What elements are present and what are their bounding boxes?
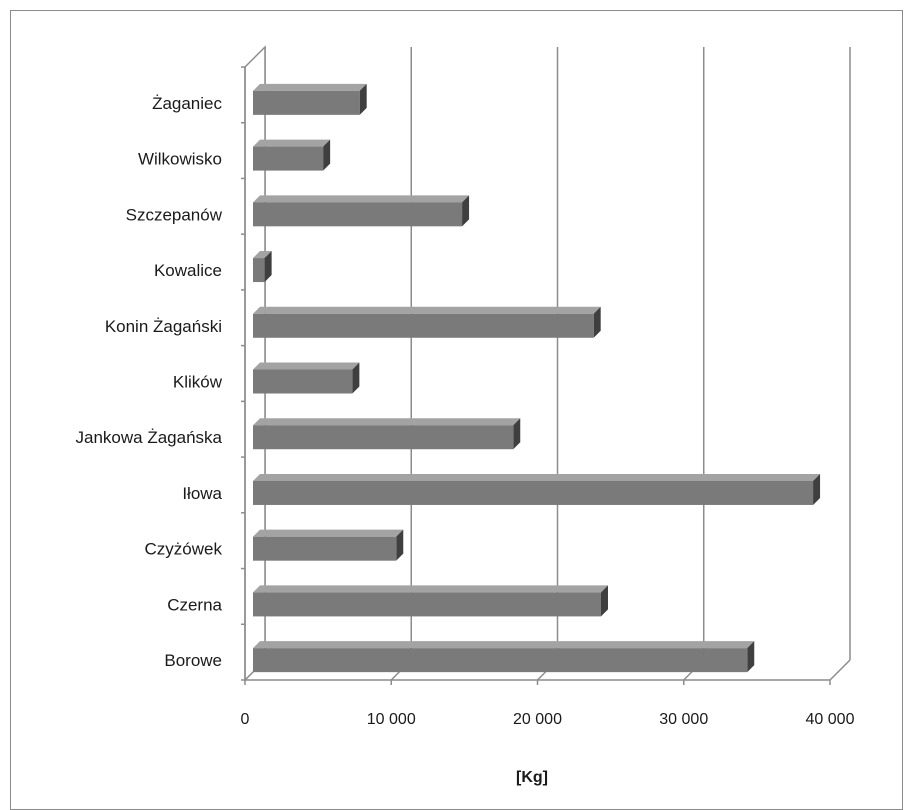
value-tick-label: 20 000 xyxy=(513,711,562,728)
bar-side-face xyxy=(359,83,367,115)
bar-side-face xyxy=(813,473,821,505)
bar-top-face xyxy=(253,83,367,91)
bar-side-face xyxy=(513,418,521,450)
value-tick-label: 0 xyxy=(241,711,250,728)
bar-side-face xyxy=(593,306,601,338)
bar-front-face xyxy=(253,425,514,450)
bar-top-face xyxy=(253,139,331,147)
bar xyxy=(253,473,821,505)
bar-side-face xyxy=(352,362,360,394)
bar-top-face xyxy=(253,641,755,649)
bar-side-face xyxy=(601,585,608,617)
bar xyxy=(253,139,331,171)
bar-front-face xyxy=(253,480,814,505)
bar-front-face xyxy=(253,90,360,115)
bar-front-face xyxy=(253,146,324,171)
bar-top-face xyxy=(253,306,601,314)
bar-top-face xyxy=(253,251,272,259)
bar-side-face xyxy=(264,251,272,283)
category-label: Klików xyxy=(173,373,223,392)
bar-front-face xyxy=(253,592,601,617)
bar-layer xyxy=(253,83,821,673)
bar xyxy=(253,306,601,338)
category-label: Iłowa xyxy=(182,484,222,503)
category-label: Wilkowisko xyxy=(138,150,222,169)
category-label: Szczepanów xyxy=(126,205,223,224)
bar xyxy=(253,83,367,115)
category-label: Konin Żagański xyxy=(105,317,222,336)
bar xyxy=(253,418,521,450)
bar xyxy=(253,251,272,283)
category-label: Czerna xyxy=(167,595,222,614)
category-label: Żaganiec xyxy=(152,94,222,113)
bar-front-face xyxy=(253,258,265,283)
chart-frame xyxy=(10,10,903,810)
bar-top-face xyxy=(253,362,360,370)
bar-front-face xyxy=(253,536,397,561)
category-label: Borowe xyxy=(164,651,222,670)
bar-side-face xyxy=(396,529,404,561)
bar-side-face xyxy=(747,641,755,673)
bar xyxy=(253,585,608,617)
bar-front-face xyxy=(253,202,463,227)
bar-front-face xyxy=(253,369,353,394)
bar-front-face xyxy=(253,313,594,338)
bar-top-face xyxy=(253,585,608,593)
bar xyxy=(253,529,404,561)
bar-top-face xyxy=(253,195,470,203)
value-tick-label: 40 000 xyxy=(806,711,855,728)
bar-top-face xyxy=(253,529,404,537)
bar xyxy=(253,362,360,394)
category-label: Jankowa Żagańska xyxy=(76,428,223,447)
bar xyxy=(253,641,755,673)
label-layer: Borowe Czerna Czyżówek Iłowa Jankowa Żagańsk… xyxy=(76,94,855,728)
category-label: Kowalice xyxy=(154,261,222,280)
value-tick-label: 30 000 xyxy=(659,711,708,728)
bar-top-face xyxy=(253,418,521,426)
floor-gridline xyxy=(829,659,851,681)
bar-side-face xyxy=(323,139,331,171)
bar-side-face xyxy=(462,195,470,227)
bar-front-face xyxy=(253,648,748,673)
bar-top-face xyxy=(253,473,821,481)
value-tick-label: 10 000 xyxy=(367,711,416,728)
bar xyxy=(253,195,470,227)
x-axis-title: [Kg] xyxy=(516,769,548,786)
category-label: Czyżówek xyxy=(145,540,223,559)
